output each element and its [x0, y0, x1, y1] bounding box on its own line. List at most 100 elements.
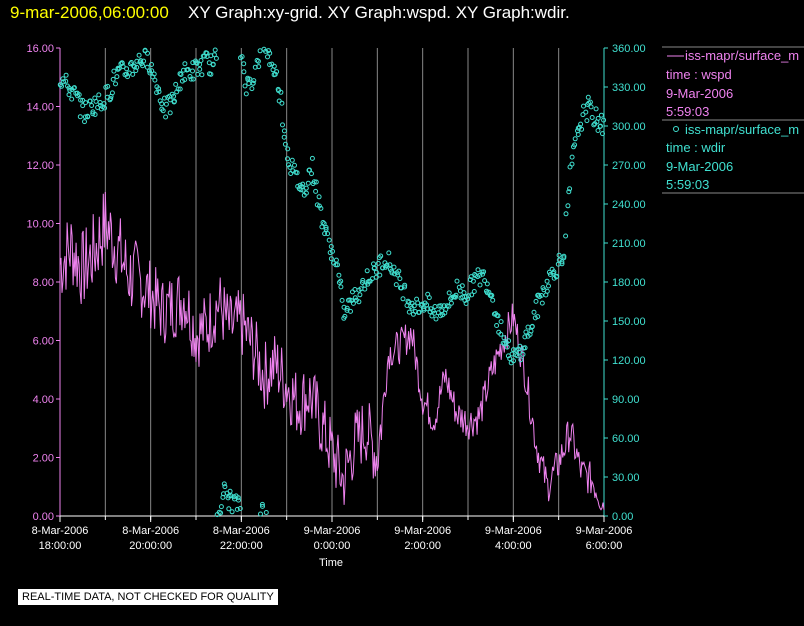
graph-time-header: 9-mar-2006,06:00:00 [10, 3, 169, 22]
x-tick-time: 0:00:00 [314, 540, 351, 552]
wdir-point [384, 262, 390, 268]
wdir-point [141, 58, 147, 64]
wdir-point [371, 265, 377, 271]
wdir-point [498, 331, 504, 337]
wdir-point [182, 77, 188, 83]
wdir-point [243, 91, 249, 97]
wdir-point [522, 334, 528, 340]
wdir-point [387, 262, 393, 268]
wdir-point [350, 300, 356, 306]
wdir-point [506, 338, 512, 344]
wdir-point [333, 262, 339, 268]
wdir-point [459, 283, 465, 289]
wdir-point [375, 260, 381, 266]
wdir-point [241, 69, 247, 75]
wdir-point [498, 319, 504, 325]
wdir-point [495, 313, 501, 319]
wdir-point [348, 308, 353, 314]
wdir-point [272, 71, 278, 77]
wdir-point [584, 118, 590, 124]
wdir-point [185, 67, 191, 72]
wdir-point [188, 76, 194, 82]
wdir-point [309, 155, 315, 161]
x-tick-date: 8-Mar-2006 [122, 525, 179, 537]
wdir-point [446, 290, 452, 296]
wdir-point [102, 105, 108, 111]
wdir-point [140, 63, 146, 69]
wdir-point [556, 252, 562, 258]
left-tick-label: 8.00 [33, 277, 54, 289]
left-tick-label: 14.00 [26, 102, 54, 114]
wdir-point [221, 481, 227, 487]
wdir-point [402, 282, 408, 288]
wdir-point [505, 353, 511, 359]
wdir-point [325, 231, 331, 237]
wdir-point [561, 253, 567, 259]
wdir-point [389, 270, 395, 276]
wdir-point [138, 58, 144, 64]
wdir-point [154, 90, 160, 96]
wdir-point [466, 293, 471, 299]
wdir-point [418, 302, 424, 308]
wdir-point [429, 313, 435, 319]
wdir-point [260, 503, 265, 509]
wdir-point [377, 272, 383, 278]
wdir-point [484, 281, 490, 287]
wdir-point [82, 114, 88, 120]
wdir-point [182, 61, 188, 67]
wdir-point [63, 78, 69, 84]
wdir-point [490, 297, 496, 303]
wdir-point [163, 101, 169, 107]
wdir-point [257, 48, 263, 54]
wdir-point [591, 122, 597, 128]
wdir-point [66, 92, 72, 98]
wdir-point [173, 81, 179, 87]
left-tick-label: 4.00 [33, 394, 54, 406]
wdir-point [371, 261, 376, 267]
wdir-point [313, 179, 319, 185]
wdir-point [78, 97, 84, 103]
wdir-point [266, 48, 271, 54]
wdir-point [528, 328, 534, 334]
wdir-point [339, 297, 345, 303]
wdir-point [400, 296, 406, 302]
wdir-point [352, 287, 358, 292]
wdir-legend-source: iss-mapr/surface_m [685, 122, 799, 137]
wdir-point [419, 301, 425, 307]
wdir-point [144, 64, 150, 70]
wdir-point [598, 123, 603, 129]
wdir-point [330, 248, 335, 254]
wdir-point [533, 298, 539, 304]
wdir-point [494, 323, 500, 328]
wdir-point [525, 324, 531, 330]
wdir-point [213, 55, 219, 61]
wdir-point [425, 306, 431, 312]
wdir-point [111, 68, 117, 74]
wdir-point [226, 506, 232, 512]
left-tick-label: 10.00 [26, 219, 54, 231]
wdir-point [529, 323, 535, 329]
wdir-point [511, 358, 516, 364]
wdir-point [405, 298, 411, 304]
wdir-point [569, 154, 575, 160]
wdir-point [167, 110, 173, 116]
wdir-point [522, 345, 528, 351]
wdir-point [566, 189, 572, 195]
wdir-point [357, 292, 363, 298]
left-tick-label: 6.00 [33, 336, 54, 348]
wdir-point [204, 50, 210, 56]
wdir-point [427, 309, 433, 315]
wdir-point [92, 112, 98, 117]
wdir-point [256, 64, 262, 70]
wdir-point [83, 100, 88, 106]
wdir-point [448, 300, 454, 306]
wdir-point [124, 71, 129, 77]
wdir-point [311, 179, 317, 185]
x-tick-date: 9-Mar-2006 [576, 525, 633, 537]
wdir-point [63, 72, 69, 78]
wdir-point [136, 52, 142, 58]
wdir-point [554, 273, 560, 279]
wdir-point [210, 61, 216, 67]
wdir-legend-swatch [673, 126, 679, 132]
